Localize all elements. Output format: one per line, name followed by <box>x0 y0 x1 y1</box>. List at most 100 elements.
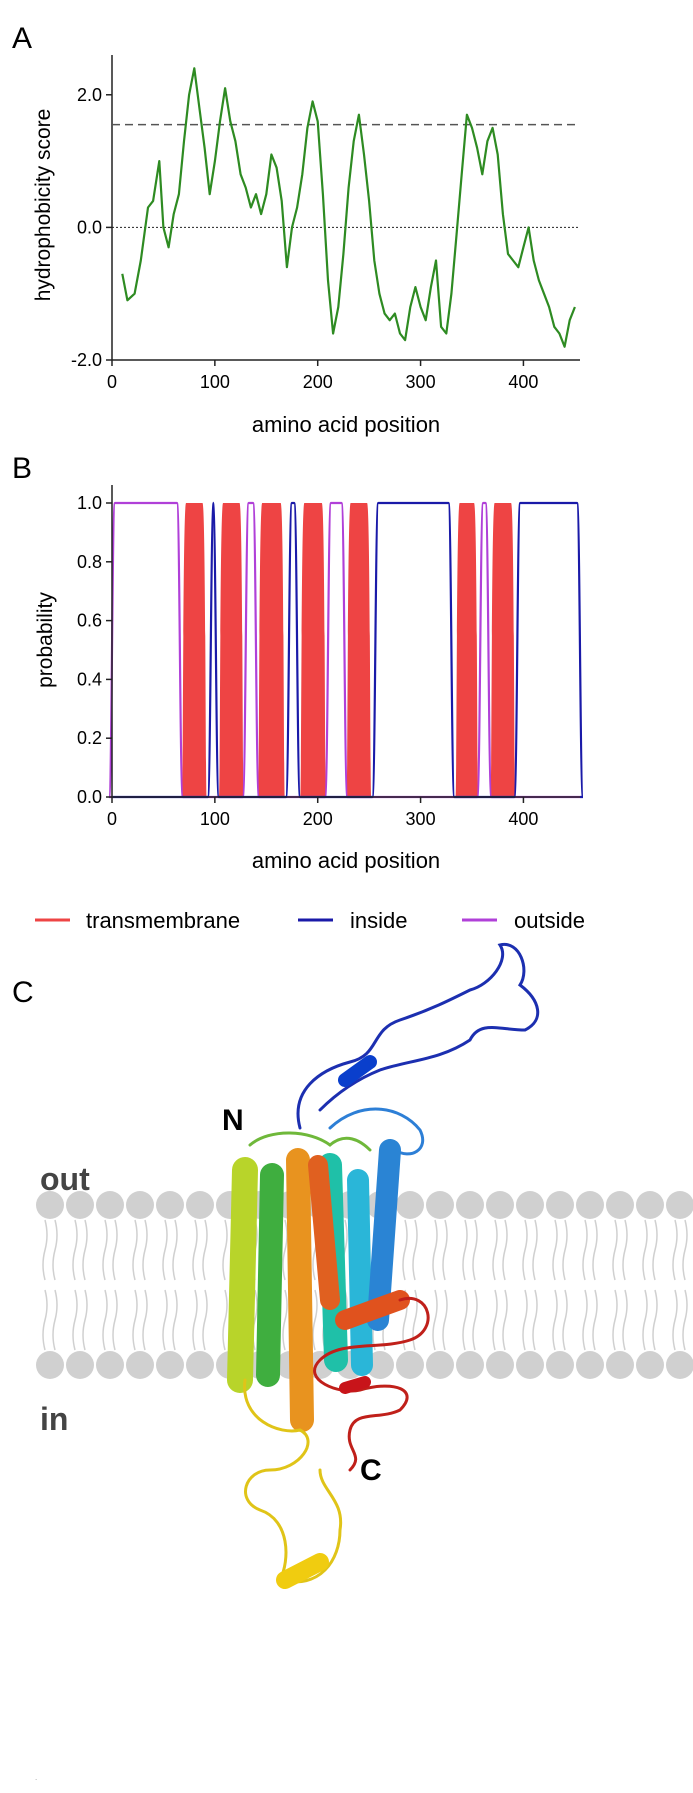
lipid-tail <box>172 1289 178 1351</box>
lipid-head <box>96 1191 124 1219</box>
lipid-head <box>66 1191 94 1219</box>
probability-areas <box>107 501 585 799</box>
label-c-terminus: C <box>360 1454 382 1487</box>
lipid-tail <box>402 1219 408 1281</box>
lipid-tail <box>592 1219 598 1281</box>
lipid-tail <box>502 1289 508 1351</box>
lipid-head <box>156 1351 184 1379</box>
hydrophobicity-chart: 0 100 200 300 400 2.0 0.0 -2.0 amino acid posi… <box>32 55 580 437</box>
lipid-tail <box>102 1289 108 1351</box>
y-tick-label-b: 0.6 <box>77 611 102 631</box>
lipid-tail <box>612 1289 618 1351</box>
y-tick-label-b: 0.0 <box>77 787 102 807</box>
lipid-tail <box>412 1219 418 1281</box>
y-tick-label-b: 1.0 <box>77 493 102 513</box>
lipid-tail <box>672 1289 678 1351</box>
lipid-head <box>456 1351 484 1379</box>
lipid-tail <box>552 1219 558 1281</box>
label-n-terminus: N <box>222 1104 244 1137</box>
lipid-tail <box>112 1289 118 1351</box>
lipid-tail <box>472 1219 478 1281</box>
panel-c: C N C <box>12 943 693 1589</box>
lipid-tail <box>582 1289 588 1351</box>
panel-b-letter: B <box>12 452 32 485</box>
x-ticks-b: 0 100 200 300 400 <box>107 797 538 829</box>
x-tick-label-a: 300 <box>406 372 436 392</box>
lipid-tail <box>202 1219 208 1281</box>
lipid-tail <box>282 1289 288 1351</box>
lipid-head <box>546 1191 574 1219</box>
lipid-head <box>36 1351 64 1379</box>
helix-yellow-green <box>227 1157 258 1393</box>
lipid-tail <box>142 1219 148 1281</box>
lipid-head <box>606 1351 634 1379</box>
lipid-tail <box>162 1289 168 1351</box>
blue-helix-short <box>338 1055 377 1087</box>
lipid-tail <box>82 1219 88 1281</box>
x-tick-label-b: 200 <box>303 809 333 829</box>
lipid-head <box>666 1351 693 1379</box>
extracellular-loop <box>328 1107 424 1156</box>
label-in: in <box>40 1401 68 1437</box>
lipid-tail <box>142 1289 148 1351</box>
hydrophobicity-series-line <box>121 67 576 348</box>
footer-dot: . <box>35 1773 37 1782</box>
lipid-tail <box>532 1289 538 1351</box>
lipid-tail <box>462 1219 468 1281</box>
y-axis-label-b: probability <box>34 592 57 688</box>
lipid-head <box>606 1191 634 1219</box>
y-tick-label-a: -2.0 <box>71 350 102 370</box>
legend-label-outside: outside <box>514 908 585 933</box>
transmembrane-segment <box>300 503 326 797</box>
panel-b: B 0 100 200 300 400 0.0 0.2 0.4 0.6 0.8 1.0 amino… <box>12 452 585 933</box>
lipid-tail <box>592 1289 598 1351</box>
lipid-tail <box>622 1219 628 1281</box>
lipid-tail <box>102 1219 108 1281</box>
protein-structure <box>227 943 540 1589</box>
transmembrane-segment <box>218 503 244 797</box>
lipid-head <box>516 1351 544 1379</box>
lipid-tail <box>222 1289 228 1351</box>
transmembrane-segment <box>181 503 207 797</box>
x-tick-label-b: 100 <box>200 809 230 829</box>
lipid-head <box>666 1191 693 1219</box>
lipid-tail <box>282 1219 288 1281</box>
lipid-tail <box>522 1219 528 1281</box>
lipid-tail <box>222 1219 228 1281</box>
yellow-helix-bottom <box>276 1553 329 1589</box>
lipid-tail <box>42 1219 48 1281</box>
lipid-head <box>546 1351 574 1379</box>
x-axis-label-a: amino acid position <box>252 412 440 437</box>
lipid-head <box>186 1191 214 1219</box>
helix-blue <box>367 1139 401 1331</box>
panel-a-letter: A <box>12 22 32 55</box>
lipid-tail <box>462 1289 468 1351</box>
lipid-tail <box>132 1219 138 1281</box>
helix-cyan <box>347 1169 373 1376</box>
lipid-head <box>486 1351 514 1379</box>
lipid-head <box>156 1191 184 1219</box>
lipid-tail <box>682 1289 688 1351</box>
lipid-head <box>186 1351 214 1379</box>
transmembrane-segment <box>455 503 479 797</box>
lipid-tail <box>522 1289 528 1351</box>
lipid-head <box>636 1351 664 1379</box>
yellow-cytoplasmic-loop <box>243 1378 343 1584</box>
lipid-head <box>516 1191 544 1219</box>
lipid-tail <box>652 1219 658 1281</box>
lipid-tail <box>202 1289 208 1351</box>
y-axis-label-a: hydrophobicity score <box>32 109 55 302</box>
y-tick-label-b: 0.8 <box>77 552 102 572</box>
lipid-tail <box>72 1289 78 1351</box>
lipid-tail <box>492 1219 498 1281</box>
lipid-tail <box>192 1219 198 1281</box>
lipid-head <box>456 1191 484 1219</box>
x-tick-label-a: 0 <box>107 372 117 392</box>
x-tick-label-b: 400 <box>508 809 538 829</box>
transmembrane-segment <box>490 503 516 797</box>
x-axis-label-b: amino acid position <box>252 848 440 873</box>
helix-orange-red <box>308 1155 340 1310</box>
lipid-tail <box>642 1289 648 1351</box>
legend-b: transmembrane inside outside <box>35 908 585 933</box>
lipid-tail <box>562 1219 568 1281</box>
